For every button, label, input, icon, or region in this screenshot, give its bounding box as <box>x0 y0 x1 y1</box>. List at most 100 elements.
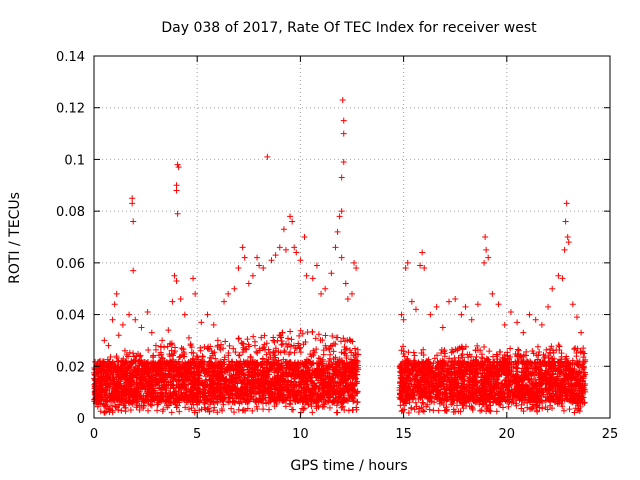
data-point <box>493 408 500 415</box>
data-point <box>351 345 358 352</box>
data-point <box>296 332 303 339</box>
data-point <box>161 344 168 351</box>
data-point <box>218 341 225 348</box>
data-points <box>91 96 589 416</box>
data-point <box>477 407 484 414</box>
data-point <box>282 403 289 410</box>
data-point <box>280 356 287 363</box>
data-point <box>125 353 132 360</box>
data-point <box>507 345 514 352</box>
data-point <box>145 407 152 414</box>
data-point <box>351 359 358 366</box>
data-point <box>322 332 329 339</box>
data-point <box>206 376 213 383</box>
data-point <box>316 393 323 400</box>
data-point <box>500 404 507 411</box>
data-point <box>244 405 251 412</box>
data-point <box>285 341 292 348</box>
data-point <box>330 348 337 355</box>
data-point <box>566 406 573 413</box>
data-point <box>193 358 200 365</box>
data-point <box>236 351 243 358</box>
data-point <box>281 347 288 354</box>
data-point <box>320 351 327 358</box>
data-point <box>300 405 307 412</box>
data-point <box>270 334 277 341</box>
data-point <box>193 353 200 360</box>
data-point <box>188 405 195 412</box>
data-point <box>226 342 233 349</box>
data-point <box>176 408 183 415</box>
data-point <box>259 399 266 406</box>
data-point <box>284 335 291 342</box>
data-point <box>297 349 304 356</box>
data-point <box>265 368 272 375</box>
data-point <box>164 393 171 400</box>
data-point <box>168 409 175 416</box>
data-point <box>319 337 326 344</box>
x-axis-label: GPS time / hours <box>290 458 407 474</box>
data-point <box>254 349 261 356</box>
data-point <box>334 409 341 416</box>
data-point <box>288 336 295 343</box>
data-point <box>250 333 257 340</box>
data-point <box>534 343 541 350</box>
data-point <box>326 404 333 411</box>
data-point <box>253 348 260 355</box>
data-point <box>244 336 251 343</box>
data-point <box>273 382 280 389</box>
data-point <box>102 369 109 376</box>
data-point <box>185 406 192 413</box>
data-point <box>118 407 125 414</box>
data-point <box>411 352 418 359</box>
data-point <box>288 373 295 380</box>
data-point <box>312 335 319 342</box>
data-point <box>196 399 203 406</box>
data-point <box>315 331 322 338</box>
data-point <box>271 369 278 376</box>
data-point <box>311 349 318 356</box>
data-point <box>333 402 340 409</box>
data-point <box>101 409 108 416</box>
data-point <box>239 349 246 356</box>
data-point <box>263 400 270 407</box>
data-point <box>271 338 278 345</box>
data-point <box>210 407 217 414</box>
data-point <box>251 342 258 349</box>
data-point <box>400 343 407 350</box>
data-point <box>338 349 345 356</box>
data-point <box>341 349 348 356</box>
data-point <box>168 381 175 388</box>
data-point <box>345 407 352 414</box>
data-point <box>309 409 316 416</box>
data-point <box>197 347 204 354</box>
chart-title: Day 038 of 2017, Rate Of TEC Index for r… <box>161 20 537 36</box>
data-point <box>164 404 171 411</box>
data-point <box>173 404 180 411</box>
data-point <box>228 405 235 412</box>
data-point <box>190 355 197 362</box>
data-point <box>113 354 120 361</box>
data-point <box>341 407 348 414</box>
data-point <box>256 397 263 404</box>
data-point <box>235 335 242 342</box>
data-point <box>158 351 165 358</box>
data-point <box>257 367 264 374</box>
data-point <box>268 363 275 370</box>
data-point <box>278 341 285 348</box>
data-point <box>148 402 155 409</box>
data-point <box>515 347 522 354</box>
data-point <box>230 345 237 352</box>
y-axis-label: ROTI / TECUs <box>7 192 23 284</box>
data-point <box>127 406 134 413</box>
data-point <box>207 401 214 408</box>
data-point <box>304 329 311 336</box>
data-point <box>166 351 173 358</box>
data-point <box>556 343 563 350</box>
data-point <box>145 347 152 354</box>
data-point <box>339 403 346 410</box>
data-point <box>243 346 250 353</box>
data-point <box>211 404 218 411</box>
data-point <box>279 329 286 336</box>
data-point <box>266 406 273 413</box>
